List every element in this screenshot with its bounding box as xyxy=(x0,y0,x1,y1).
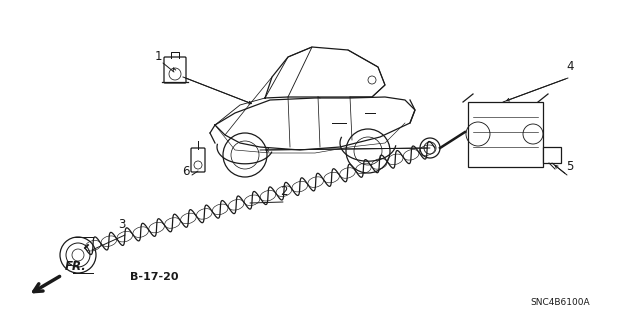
Text: 5: 5 xyxy=(566,160,573,173)
Text: 2: 2 xyxy=(280,185,287,198)
Text: 4: 4 xyxy=(566,60,573,73)
Text: SNC4B6100A: SNC4B6100A xyxy=(530,298,589,307)
FancyBboxPatch shape xyxy=(191,148,205,172)
Text: 3: 3 xyxy=(118,218,125,231)
Text: B-17-20: B-17-20 xyxy=(130,272,179,282)
Text: 1: 1 xyxy=(155,50,163,63)
FancyBboxPatch shape xyxy=(164,57,186,83)
FancyBboxPatch shape xyxy=(468,102,543,167)
Text: FR.: FR. xyxy=(65,260,87,273)
FancyBboxPatch shape xyxy=(543,147,561,163)
Text: 6: 6 xyxy=(182,165,189,178)
